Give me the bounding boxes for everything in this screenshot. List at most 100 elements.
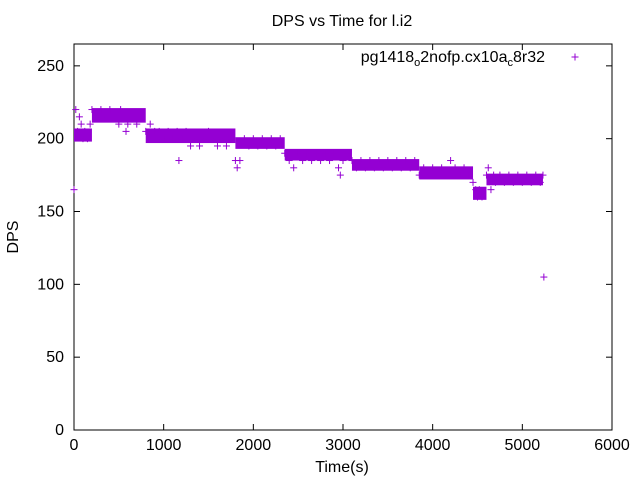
data-point-41 bbox=[218, 135, 226, 143]
data-point-102 bbox=[475, 186, 483, 194]
data-point-80 bbox=[384, 157, 392, 165]
data-point-55 bbox=[276, 135, 284, 143]
data-point-88 bbox=[420, 164, 428, 172]
data-point-107 bbox=[490, 171, 498, 179]
data-point-10 bbox=[92, 113, 100, 121]
axis-ticks: 0 1000 2000 3000 4000 5000 6000 0 50 100 150 200 250 bbox=[37, 44, 630, 454]
data-point-51 bbox=[258, 135, 266, 143]
data-point-3 bbox=[75, 113, 83, 121]
data-point-23 bbox=[142, 127, 150, 135]
data-point-52 bbox=[263, 142, 271, 150]
data-point-50 bbox=[254, 142, 262, 150]
legend-label-sub2: c bbox=[507, 57, 513, 69]
data-point-94 bbox=[447, 157, 455, 165]
data-point-95 bbox=[451, 164, 459, 172]
data-point-66 bbox=[326, 157, 334, 165]
data-point-8 bbox=[86, 120, 94, 128]
data-point-6 bbox=[81, 127, 89, 135]
data-point-38 bbox=[205, 127, 212, 135]
data-point-83 bbox=[397, 164, 405, 172]
x-tick-label-5: 5000 bbox=[505, 437, 541, 454]
data-point-63 bbox=[312, 149, 320, 157]
data-point-92 bbox=[438, 164, 446, 172]
legend-label-tail: 8r32 bbox=[513, 49, 545, 66]
y-axis-label: DPS bbox=[5, 221, 22, 254]
data-point-82 bbox=[393, 157, 401, 165]
data-point-77 bbox=[370, 164, 378, 172]
data-point-26 bbox=[155, 127, 163, 135]
data-point-35 bbox=[191, 135, 199, 143]
data-point-106 bbox=[487, 186, 495, 194]
data-point-20 bbox=[128, 113, 136, 121]
data-point-76 bbox=[366, 157, 374, 165]
data-point-98 bbox=[465, 171, 473, 179]
data-point-24 bbox=[146, 120, 154, 128]
y-tick-label-1: 50 bbox=[46, 349, 64, 366]
data-point-78 bbox=[375, 157, 383, 165]
data-point-22 bbox=[137, 113, 145, 121]
data-point-21 bbox=[133, 120, 141, 128]
data-point-49 bbox=[249, 135, 257, 143]
data-point-46 bbox=[236, 157, 244, 165]
data-point-103 bbox=[478, 193, 486, 201]
data-point-2 bbox=[74, 127, 82, 135]
data-point-33 bbox=[182, 127, 190, 135]
y-tick-label-4: 200 bbox=[37, 131, 64, 148]
data-point-119 bbox=[539, 171, 547, 179]
data-point-84 bbox=[402, 157, 410, 165]
data-point-54 bbox=[272, 142, 280, 150]
data-point-116 bbox=[527, 178, 535, 186]
dense-band-4 bbox=[284, 148, 352, 161]
data-point-111 bbox=[505, 171, 513, 179]
data-point-39 bbox=[209, 135, 217, 143]
data-point-13 bbox=[106, 106, 114, 114]
data-point-113 bbox=[514, 171, 522, 179]
data-point-120 bbox=[540, 273, 548, 281]
data-point-108 bbox=[491, 178, 499, 186]
data-point-56 bbox=[281, 149, 289, 157]
data-point-118 bbox=[536, 178, 544, 186]
data-point-53 bbox=[267, 135, 275, 143]
y-tick-label-2: 100 bbox=[37, 276, 64, 293]
data-point-70 bbox=[339, 157, 347, 165]
x-tick-label-3: 3000 bbox=[325, 437, 361, 454]
data-point-110 bbox=[500, 178, 508, 186]
data-point-4 bbox=[77, 120, 85, 128]
data-point-104 bbox=[482, 171, 490, 179]
data-point-40 bbox=[213, 142, 221, 150]
data-point-96 bbox=[456, 171, 464, 179]
x-tick-label-0: 0 bbox=[70, 437, 79, 454]
y-tick-label-0: 0 bbox=[55, 422, 64, 439]
data-point-45 bbox=[233, 164, 241, 172]
legend-marker-plus bbox=[571, 53, 579, 61]
data-point-36 bbox=[196, 142, 204, 150]
x-tick-label-2: 2000 bbox=[236, 437, 272, 454]
x-axis-label: Time(s) bbox=[315, 459, 369, 476]
data-point-79 bbox=[379, 164, 387, 172]
data-point-37 bbox=[200, 135, 208, 143]
data-point-27 bbox=[160, 135, 168, 143]
data-point-90 bbox=[429, 164, 437, 172]
x-tick-label-1: 1000 bbox=[146, 437, 182, 454]
data-point-42 bbox=[222, 142, 230, 150]
legend: pg1418o2nofp.cx10ac8r32 bbox=[361, 49, 579, 69]
data-point-15 bbox=[115, 120, 123, 128]
data-point-16 bbox=[117, 106, 125, 114]
data-point-65 bbox=[321, 149, 329, 157]
dense-band-8 bbox=[486, 173, 543, 186]
data-point-117 bbox=[532, 171, 540, 179]
data-point-17 bbox=[119, 113, 127, 121]
data-point-18 bbox=[122, 127, 130, 135]
legend-label-sub1: o bbox=[414, 57, 420, 69]
data-point-32 bbox=[178, 135, 186, 143]
data-points bbox=[70, 106, 548, 281]
data-point-47 bbox=[240, 135, 248, 143]
legend-label-mid: 2nofp.cx10a bbox=[420, 49, 507, 66]
data-point-64 bbox=[317, 157, 325, 165]
data-point-75 bbox=[361, 164, 369, 172]
legend-marker bbox=[571, 53, 579, 61]
data-point-7 bbox=[83, 135, 91, 143]
dense-band-3 bbox=[235, 137, 285, 149]
data-point-12 bbox=[101, 113, 109, 121]
data-point-73 bbox=[352, 164, 360, 172]
